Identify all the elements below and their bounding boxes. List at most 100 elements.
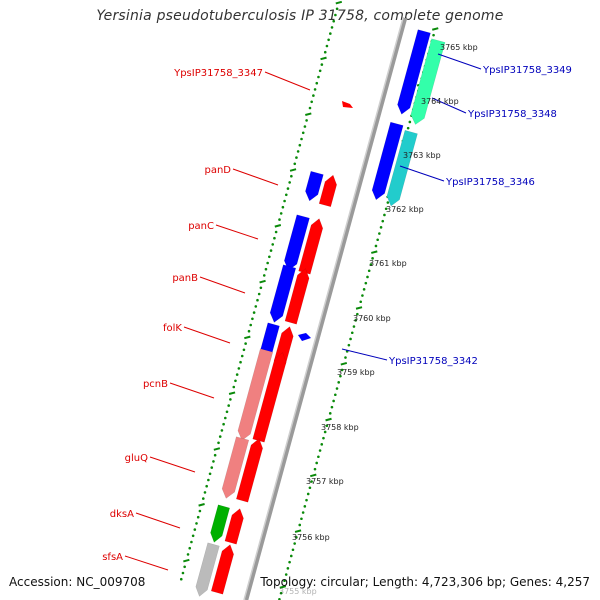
kbp-label: 3763 kbp: [403, 151, 441, 160]
left-gene-label: sfsA: [102, 552, 123, 563]
left-connector: [215, 224, 259, 240]
ruler-dot: [259, 286, 263, 290]
ruler-dot: [251, 317, 254, 321]
left-connector: [135, 512, 181, 529]
ruler-dot: [188, 546, 192, 550]
ruler-dot: [279, 212, 283, 215]
right-gene-label: YpsIP31758_3348: [467, 109, 557, 120]
ruler-dot: [289, 554, 293, 558]
ruler-dot: [323, 50, 327, 54]
ruler-dot: [300, 517, 303, 521]
ruler-dot: [371, 257, 374, 260]
ruler-tick: [310, 473, 317, 478]
ruler-dot: [347, 343, 351, 347]
gene-labels: YpsIP31758_3347 panD panC panB folK pcnB gluQ d…: [102, 65, 572, 563]
ruler-dot: [300, 137, 303, 141]
kbp-label: 3759 kbp: [337, 368, 375, 377]
ruler-dot: [310, 480, 313, 483]
left-gene-label: panB: [172, 273, 198, 284]
gene-reverse: [371, 121, 404, 201]
ruler-dot: [301, 511, 305, 514]
ruler-dot: [308, 486, 312, 490]
left-connector: [149, 456, 196, 473]
ruler-dot: [323, 430, 327, 434]
ruler-dot: [310, 100, 313, 104]
left-connector: [169, 382, 215, 399]
ruler-dot: [273, 236, 276, 240]
ruler-dot: [286, 567, 290, 570]
ruler-dot: [227, 404, 230, 407]
gene-features: [195, 29, 446, 597]
right-gene-label: YpsIP31758_3346: [445, 177, 535, 188]
ruler-dot: [224, 416, 227, 420]
left-connector: [232, 168, 279, 186]
inner-dotted-ruler: [179, 0, 343, 581]
ruler-dot: [288, 181, 291, 184]
ruler-dot: [332, 19, 336, 23]
ruler-dot: [306, 492, 310, 496]
ruler-dot: [205, 484, 208, 488]
left-gene-label: panD: [204, 165, 231, 176]
ruler-tick: [228, 391, 236, 395]
ruler-dot: [335, 387, 339, 390]
ruler-dot: [334, 393, 337, 397]
kbp-label: 3764 kbp: [421, 97, 459, 106]
ruler-dot: [322, 436, 325, 440]
ruler-dot: [256, 298, 259, 302]
ruler-tick: [325, 417, 332, 422]
ruler-dot: [339, 374, 342, 378]
ruler-dot: [318, 69, 322, 73]
accession-text: Accession: NC_009708: [9, 575, 146, 589]
ruler-dot: [269, 249, 273, 252]
ruler-tick: [340, 361, 348, 366]
ruler-dot: [262, 274, 266, 277]
ruler-dot: [408, 120, 412, 124]
gene-dksa: [224, 508, 244, 545]
ruler-dot: [284, 193, 288, 197]
ruler-dot: [249, 323, 253, 327]
right-connector: [431, 97, 467, 114]
ruler-dot: [354, 319, 357, 322]
ruler-dot: [356, 312, 359, 316]
ruler-tick: [183, 558, 190, 563]
ruler-dot: [313, 467, 317, 471]
ruler-dot: [198, 509, 202, 513]
ruler-tick: [213, 447, 221, 451]
ruler-dot: [330, 405, 334, 409]
ruler-dot: [235, 373, 239, 376]
right-connector: [437, 53, 482, 70]
gene-gluq: [235, 438, 263, 503]
ruler-dot: [208, 472, 212, 476]
ruler-dot: [344, 356, 347, 359]
ruler-dot: [295, 536, 298, 539]
gene-reverse: [397, 29, 431, 115]
ruler-dot: [374, 244, 378, 248]
kbp-ruler-labels: 3765 kbp 3764 kbp 3763 kbp 3762 kbp 3761 kbp…: [279, 43, 478, 596]
ruler-dot: [183, 565, 186, 569]
ruler-dot: [266, 261, 269, 265]
ruler-dot: [303, 505, 307, 508]
gene-ypsip31758-3342-marker: [298, 333, 311, 341]
kbp-label: 3760 kbp: [353, 314, 391, 323]
ruler-dot: [335, 7, 339, 11]
ruler-dot: [281, 205, 285, 209]
ruler-dot: [207, 478, 210, 482]
ruler-dot: [268, 255, 271, 259]
left-gene-label: panC: [188, 221, 214, 232]
ruler-dot: [284, 573, 288, 576]
ruler-tick: [198, 503, 205, 507]
left-gene-label: YpsIP31758_3347: [173, 68, 263, 79]
ruler-dot: [315, 81, 319, 85]
gene-sfsa-gray: [195, 542, 220, 597]
ruler-dot: [406, 126, 410, 130]
ruler-dot: [274, 230, 278, 234]
ruler-dot: [364, 281, 368, 285]
ruler-dot: [318, 449, 322, 452]
ruler-dot: [257, 292, 261, 296]
left-connector: [264, 71, 311, 91]
ruler-tick: [371, 250, 378, 254]
gene-gluq-light: [221, 436, 250, 499]
gene-dksa-green: [210, 504, 231, 543]
ruler-dot: [305, 498, 308, 502]
gene-pand-reverse: [305, 170, 324, 202]
